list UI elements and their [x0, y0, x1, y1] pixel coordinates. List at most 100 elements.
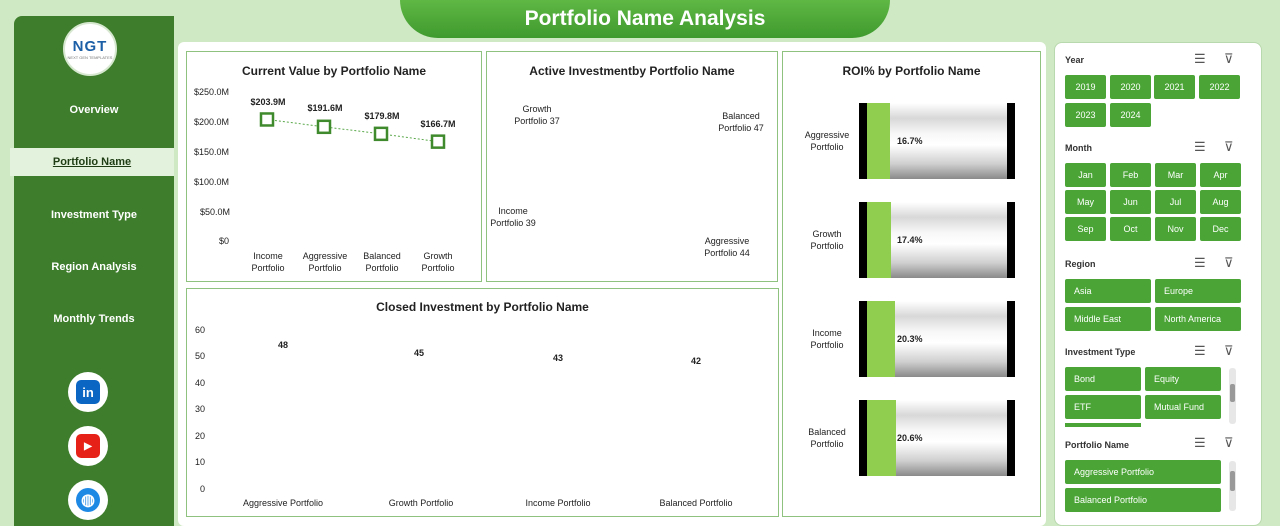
month-chip[interactable]: Jan: [1065, 163, 1106, 187]
data-point: [316, 119, 332, 135]
month-chip[interactable]: Jul: [1155, 190, 1196, 214]
data-label: 42: [690, 356, 701, 366]
clear-filter-icon[interactable]: ⊽: [1224, 343, 1234, 358]
x-category: Balanced Portfolio: [363, 251, 401, 273]
sidebar: NGT NEXT GEN TEMPLATES Overview Portfoli…: [10, 16, 174, 526]
y-tick: 0: [200, 484, 206, 494]
roi-category-label: Balanced Portfolio: [808, 427, 846, 449]
month-chip[interactable]: Mar: [1155, 163, 1196, 187]
roi-category-label: Growth Portfolio: [810, 229, 844, 251]
month-chip[interactable]: May: [1065, 190, 1106, 214]
month-chip[interactable]: Sep: [1065, 217, 1106, 241]
multi-select-icon[interactable]: ☰: [1194, 51, 1206, 66]
year-chip[interactable]: 2021: [1154, 75, 1195, 99]
y-tick: 20: [195, 431, 206, 441]
active-investment-title: Active Investmentby Portfolio Name: [529, 64, 735, 78]
y-tick: $100.0M: [194, 177, 230, 187]
region-chip[interactable]: Europe: [1155, 279, 1241, 303]
roi-category-label: Aggressive Portfolio: [804, 130, 850, 152]
investment-type-scrollbar[interactable]: [1229, 368, 1236, 424]
year-chip[interactable]: 2023: [1065, 103, 1106, 127]
data-label: $191.6M: [307, 103, 343, 113]
nav-overview[interactable]: Overview: [69, 104, 119, 116]
pie-label: Aggressive Portfolio 44: [704, 236, 750, 258]
globe-icon: ◍: [76, 488, 100, 512]
multi-select-icon[interactable]: ☰: [1194, 139, 1206, 154]
investment-type-chip[interactable]: ETF: [1065, 395, 1141, 419]
portfolio-name-chip[interactable]: Aggressive Portfolio: [1065, 460, 1221, 484]
portfolio-name-chip[interactable]: Balanced Portfolio: [1065, 488, 1221, 512]
month-chip[interactable]: Dec: [1200, 217, 1241, 241]
region-chip[interactable]: Middle East: [1065, 307, 1151, 331]
x-category: Aggressive Portfolio: [302, 251, 348, 273]
clear-filter-icon[interactable]: ⊽: [1224, 435, 1234, 450]
year-chip[interactable]: 2024: [1110, 103, 1151, 127]
year-chip[interactable]: 2019: [1065, 75, 1106, 99]
month-chip[interactable]: Jun: [1110, 190, 1151, 214]
nav-monthly-trends[interactable]: Monthly Trends: [53, 313, 135, 325]
month-chip[interactable]: Feb: [1110, 163, 1151, 187]
y-tick: 30: [195, 404, 206, 414]
multi-select-icon[interactable]: ☰: [1194, 343, 1206, 358]
data-label: $166.7M: [420, 119, 456, 129]
month-chip[interactable]: Oct: [1110, 217, 1151, 241]
portfolio-name-scrollbar[interactable]: [1229, 461, 1236, 511]
data-point: [430, 134, 446, 149]
year-chip[interactable]: 2022: [1199, 75, 1240, 99]
multi-select-icon[interactable]: ☰: [1194, 435, 1206, 450]
month-chip[interactable]: Nov: [1155, 217, 1196, 241]
roi-category-label: Income Portfolio: [810, 328, 844, 350]
current-value-panel: Current Value by Portfolio Name: [186, 51, 482, 282]
website-button[interactable]: ◍: [68, 480, 108, 520]
linkedin-button[interactable]: in: [68, 372, 108, 412]
y-tick: 50: [195, 351, 206, 361]
roi-value-label: 20.6%: [897, 433, 923, 443]
investment-type-chip-partial: [1065, 423, 1141, 427]
year-chip[interactable]: 2020: [1110, 75, 1151, 99]
data-label: 45: [413, 348, 424, 358]
clear-filter-icon[interactable]: ⊽: [1224, 51, 1234, 66]
youtube-icon: ▶: [76, 434, 100, 458]
current-value-title: Current Value by Portfolio Name: [241, 64, 427, 78]
y-tick: $250.0M: [194, 87, 230, 97]
roi-value-label: 20.3%: [897, 334, 923, 344]
region-chip[interactable]: Asia: [1065, 279, 1151, 303]
y-tick: 60: [195, 325, 206, 335]
month-chip[interactable]: Apr: [1200, 163, 1241, 187]
roi-bar-fill: [867, 301, 896, 377]
pie-label: Growth Portfolio 37: [514, 104, 560, 126]
nav-portfolio-name[interactable]: Portfolio Name: [10, 148, 174, 176]
month-chip[interactable]: Aug: [1200, 190, 1241, 214]
data-label: 43: [552, 353, 563, 363]
x-category: Aggressive Portfolio: [242, 498, 324, 508]
data-point: [259, 112, 275, 127]
y-tick: $50.0M: [200, 207, 231, 217]
active-investment-panel: Active Investmentby Portfolio Name: [486, 51, 778, 282]
pie-label: Balanced Portfolio 47: [718, 111, 764, 133]
multi-select-icon[interactable]: ☰: [1194, 255, 1206, 270]
closed-investment-panel: Closed Investment by Portfolio Name: [186, 288, 779, 517]
x-category: Balanced Portfolio: [659, 498, 733, 508]
data-label: $203.9M: [250, 97, 286, 107]
roi-value-label: 17.4%: [897, 235, 923, 245]
region-filter-label: Region: [1065, 259, 1096, 269]
y-tick: 40: [195, 378, 206, 388]
y-tick: 10: [195, 457, 206, 467]
investment-type-chip[interactable]: Mutual Fund: [1145, 395, 1221, 419]
clear-filter-icon[interactable]: ⊽: [1224, 255, 1234, 270]
linkedin-icon: in: [76, 380, 100, 404]
x-category: Income Portfolio: [251, 251, 285, 273]
youtube-button[interactable]: ▶: [68, 426, 108, 466]
roi-bar: [859, 400, 1015, 476]
month-filter-label: Month: [1065, 143, 1092, 153]
clear-filter-icon[interactable]: ⊽: [1224, 139, 1234, 154]
investment-type-chip[interactable]: Equity: [1145, 367, 1221, 391]
investment-type-chip[interactable]: Bond: [1065, 367, 1141, 391]
data-label: 48: [277, 340, 288, 350]
roi-title: ROI% by Portfolio Name: [842, 64, 981, 78]
y-tick: $0: [219, 236, 230, 246]
data-label: $179.8M: [364, 111, 400, 121]
nav-investment-type[interactable]: Investment Type: [51, 209, 137, 221]
nav-region-analysis[interactable]: Region Analysis: [51, 261, 137, 273]
region-chip[interactable]: North America: [1155, 307, 1241, 331]
